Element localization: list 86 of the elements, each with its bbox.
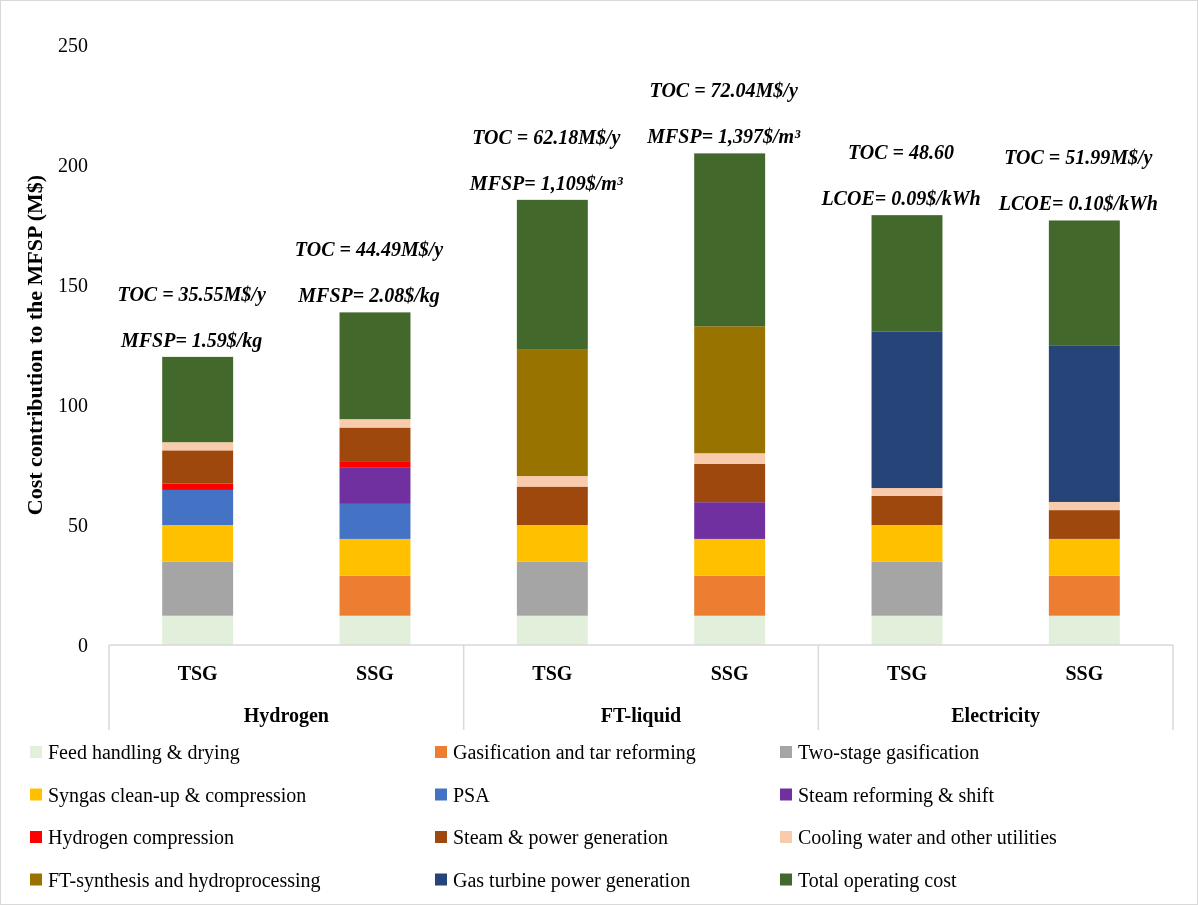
bar [162,615,234,645]
bar [694,502,766,539]
annotation: TOC = 51.99M$/y [1004,146,1153,170]
annotation: TOC = 35.55M$/y [117,282,266,306]
bar [339,467,411,504]
x-tick-label: TSG [886,662,928,684]
legend-label: Steam reforming & shift [798,783,995,807]
annotation: LCOE= 0.10$/kWh [997,192,1158,215]
bar [871,488,943,496]
annotation: MFSP= 2.08$/kg [297,284,440,308]
y-tick-label: 50 [68,514,88,536]
y-tick-label: 150 [58,274,88,296]
bar [516,476,588,487]
bar [1048,615,1120,645]
bar [694,153,766,327]
annotation: TOC = 44.49M$/y [294,238,444,262]
legend-label: Gas turbine power generation [453,868,691,892]
annotation: MFSP= 1.59$/kg [119,328,263,352]
bar [1048,345,1120,502]
legend-label: FT-synthesis and hydroprocessing [48,868,321,892]
x-tick-label: TSG [177,662,219,684]
bar [339,427,411,462]
bar [694,538,766,576]
bar [1048,510,1120,539]
bar [339,615,411,645]
x-tick-label: TSG [532,662,573,684]
bar [871,561,943,616]
legend-label: Gasification and tar reforming [453,741,696,764]
legend-label: Cooling water and other utilities [798,826,1058,849]
bar [694,453,766,464]
legend-label: Hydrogen compression [48,826,235,849]
x-tick-label: SSG [356,662,395,684]
bar [1048,575,1120,616]
annotation: LCOE= 0.09$/kWh [820,187,981,210]
annotation: TOC = 48.60 [847,141,955,164]
legend-label: Syngas clean-up & compression [48,783,307,807]
bar [339,312,411,420]
bar [871,495,943,525]
bar [516,349,588,477]
annotation: MFSP= 1,397$/m³ [646,125,802,148]
x-tick-label: SSG [1065,662,1104,684]
bar [162,483,234,490]
bar [162,450,234,484]
bar [162,561,234,616]
bar [694,463,766,503]
bar [339,419,411,428]
bar [162,442,234,451]
bar [1048,220,1120,346]
text: Hydrogen [243,704,329,727]
legend-label: PSA [453,783,491,806]
y-tick-label: 100 [58,394,88,416]
annotation: TOC = 62.18M$/y [472,125,621,149]
bar [516,615,588,645]
annotation: MFSP= 1,109$/m³ [468,171,624,194]
bar [516,525,588,562]
bar [694,326,766,454]
bar [162,525,234,562]
legend-label: Feed handling & drying [48,741,240,764]
y-tick-label: 200 [58,154,88,176]
bar [871,525,943,562]
bar [694,575,766,616]
annotation: TOC = 72.04M$/y [649,79,798,103]
bar [1048,538,1120,576]
bar [339,461,411,468]
legend-label: Steam & power generation [453,826,668,849]
bar [339,503,411,539]
legend-label: Total operating cost [798,868,957,892]
legend-label: Two-stage gasification [798,741,980,764]
text: Electricity [951,704,1041,727]
bar [339,575,411,616]
bar [516,486,588,525]
bar [694,615,766,645]
y-tick-label: 250 [58,34,88,56]
bar [516,561,588,616]
x-tick-label: SSG [710,662,750,684]
bar [871,615,943,645]
bar [1048,501,1120,511]
bar [162,356,234,443]
y-tick-label: 0 [78,634,88,656]
bar [871,215,943,332]
bar [871,331,943,489]
bar [339,538,411,576]
y-axis-title: Cost contribution to the MFSP (M$) [22,174,47,516]
bar [162,489,234,525]
text: FT-liquid [600,704,682,727]
bar [516,199,588,350]
